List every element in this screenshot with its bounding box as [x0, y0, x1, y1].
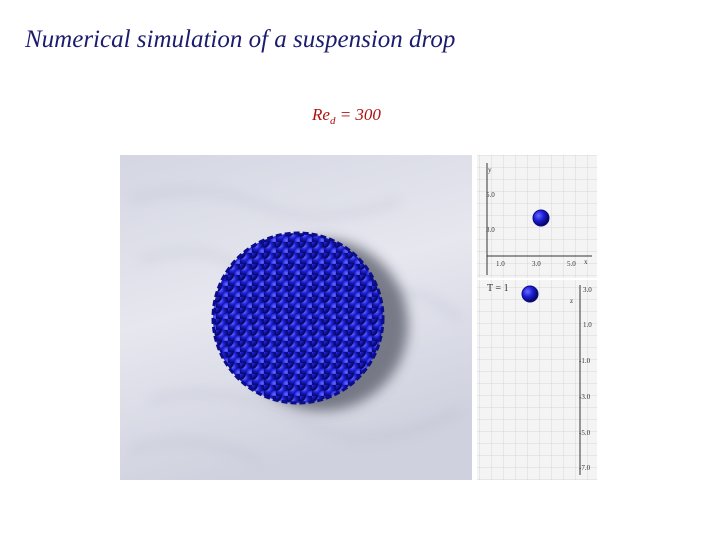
z-axis-label: z [570, 297, 573, 305]
subtitle-main: Re [311, 105, 330, 124]
drop-projection [521, 285, 539, 303]
drop-edge [211, 231, 385, 405]
y-tick-label: 3.0 [486, 226, 495, 234]
z-tick-label: -1.0 [579, 357, 591, 365]
time-label: T = 1 [487, 283, 509, 294]
slide-title: Numerical simulation of a suspension dro… [24, 26, 455, 53]
x-tick-label: 3.0 [532, 260, 541, 268]
x-axis-label: x [584, 258, 588, 266]
x-tick-label: 5.0 [567, 260, 576, 268]
z-tick-label: -7.0 [579, 464, 591, 472]
z-tick-label: 1.0 [583, 321, 592, 329]
y-tick-label: 5.0 [486, 191, 495, 199]
bottom-panel [477, 280, 597, 480]
y-axis-label: y [488, 166, 492, 174]
z-tick-label: -3.0 [579, 393, 591, 401]
subtitle: Red = 300 [311, 105, 381, 127]
z-tick-label: -5.0 [579, 429, 591, 437]
subtitle-subscript: d [330, 115, 336, 127]
subtitle-rest: = 300 [335, 105, 381, 124]
drop-projection [532, 209, 550, 227]
x-tick-label: 1.0 [496, 260, 505, 268]
suspension-drop [213, 233, 383, 403]
z-tick-label: 3.0 [583, 286, 592, 294]
